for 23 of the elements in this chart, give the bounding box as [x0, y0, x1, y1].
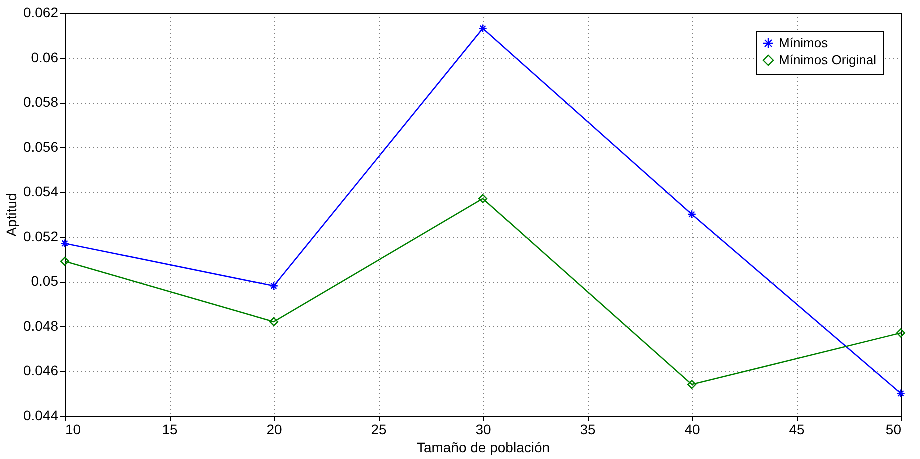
x-tick-label: 30 [476, 422, 492, 438]
y-tick-label: 0.06 [31, 49, 59, 66]
y-tick-label: 0.052 [23, 228, 59, 244]
x-tick-label: 40 [684, 422, 700, 438]
x-tick-label: 45 [789, 422, 805, 438]
y-tick-label: 0.058 [23, 94, 59, 110]
x-tick-label: 15 [162, 422, 178, 438]
y-tick-label: 0.062 [23, 4, 59, 20]
x-axis-title: Tamaño de población [416, 440, 550, 456]
y-tick-label: 0.054 [23, 184, 59, 200]
legend-label: Mínimos Original [779, 52, 877, 68]
x-tick-label: 25 [371, 422, 387, 438]
y-tick-label: 0.044 [23, 408, 59, 424]
legend-label: Mínimos [779, 36, 829, 50]
x-tick-label: 10 [66, 422, 82, 438]
y-tick-label: 0.056 [23, 138, 59, 155]
y-tick-label: 0.046 [23, 362, 59, 379]
x-tick-label: 35 [580, 422, 596, 438]
x-tick-label: 50 [886, 422, 902, 438]
x-tick-label: 20 [266, 422, 282, 438]
y-tick-label: 0.048 [23, 318, 59, 334]
y-axis-title: Aptitud [3, 193, 20, 237]
y-tick-label: 0.05 [31, 273, 59, 290]
